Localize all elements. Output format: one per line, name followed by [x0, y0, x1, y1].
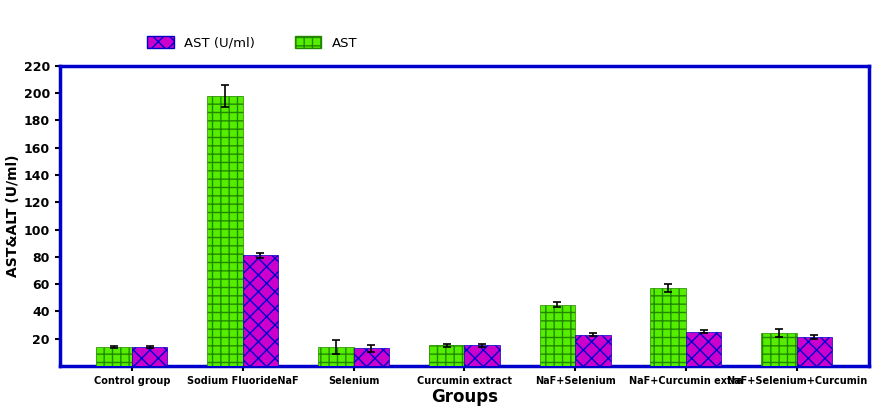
Bar — [651, 288, 686, 366]
X-axis label: Groups: Groups — [431, 389, 498, 407]
Bar — [96, 347, 132, 366]
Bar — [686, 332, 721, 366]
Y-axis label: AST&ALT (U/ml): AST&ALT (U/ml) — [5, 154, 19, 277]
Bar — [207, 96, 243, 366]
Bar — [464, 346, 499, 366]
Bar — [761, 333, 796, 366]
Bar — [354, 348, 389, 366]
Bar — [243, 255, 278, 366]
Bar — [539, 304, 575, 366]
Bar — [318, 347, 354, 366]
Bar — [796, 337, 832, 366]
Bar — [575, 335, 611, 366]
Bar — [429, 346, 464, 366]
Bar — [132, 347, 167, 366]
Legend: AST (U/ml), AST: AST (U/ml), AST — [148, 36, 357, 50]
